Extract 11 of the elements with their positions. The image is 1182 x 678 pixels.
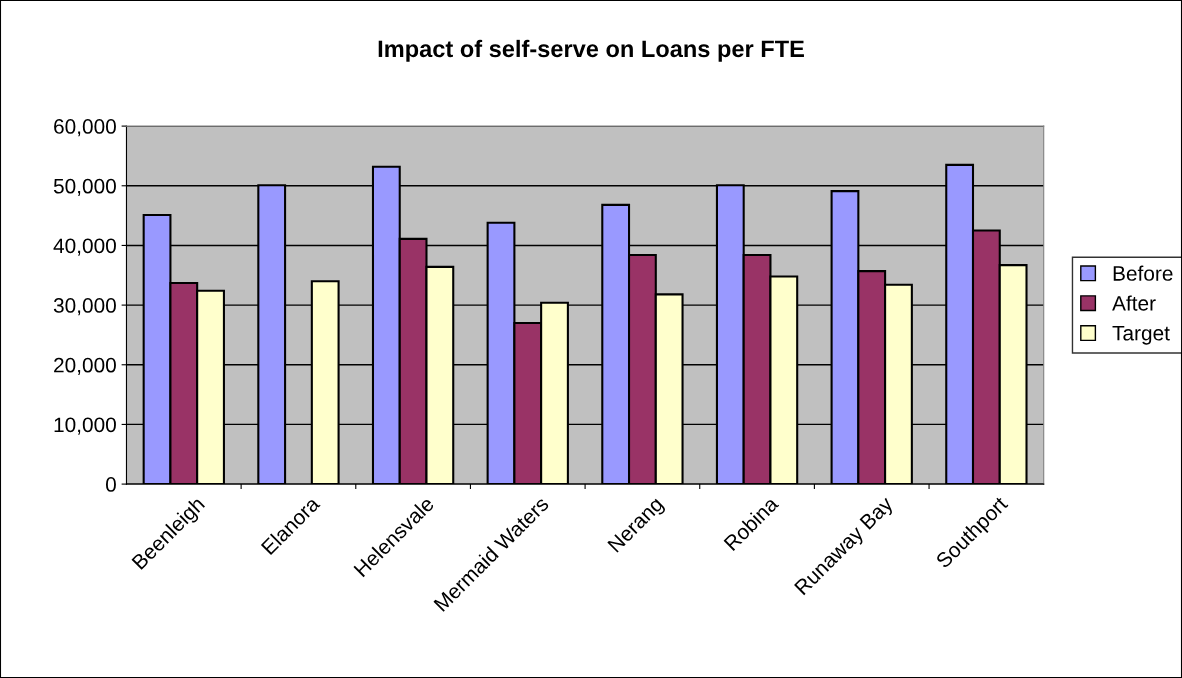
chart-title: Impact of self-serve on Loans per FTE: [378, 39, 804, 62]
y-tick-label: 40,000: [53, 238, 116, 256]
legend-label: After: [1112, 295, 1156, 311]
y-tick-label: 50,000: [53, 178, 116, 196]
y-tick-label: 0: [105, 477, 116, 492]
legend-label: Target: [1112, 325, 1170, 345]
y-tick-label: 60,000: [54, 119, 116, 137]
y-tick-label: 10,000: [54, 417, 116, 435]
y-tick-label: 30,000: [53, 298, 116, 316]
y-tick-label: 20,000: [54, 357, 116, 375]
legend-label: Before: [1113, 265, 1173, 281]
